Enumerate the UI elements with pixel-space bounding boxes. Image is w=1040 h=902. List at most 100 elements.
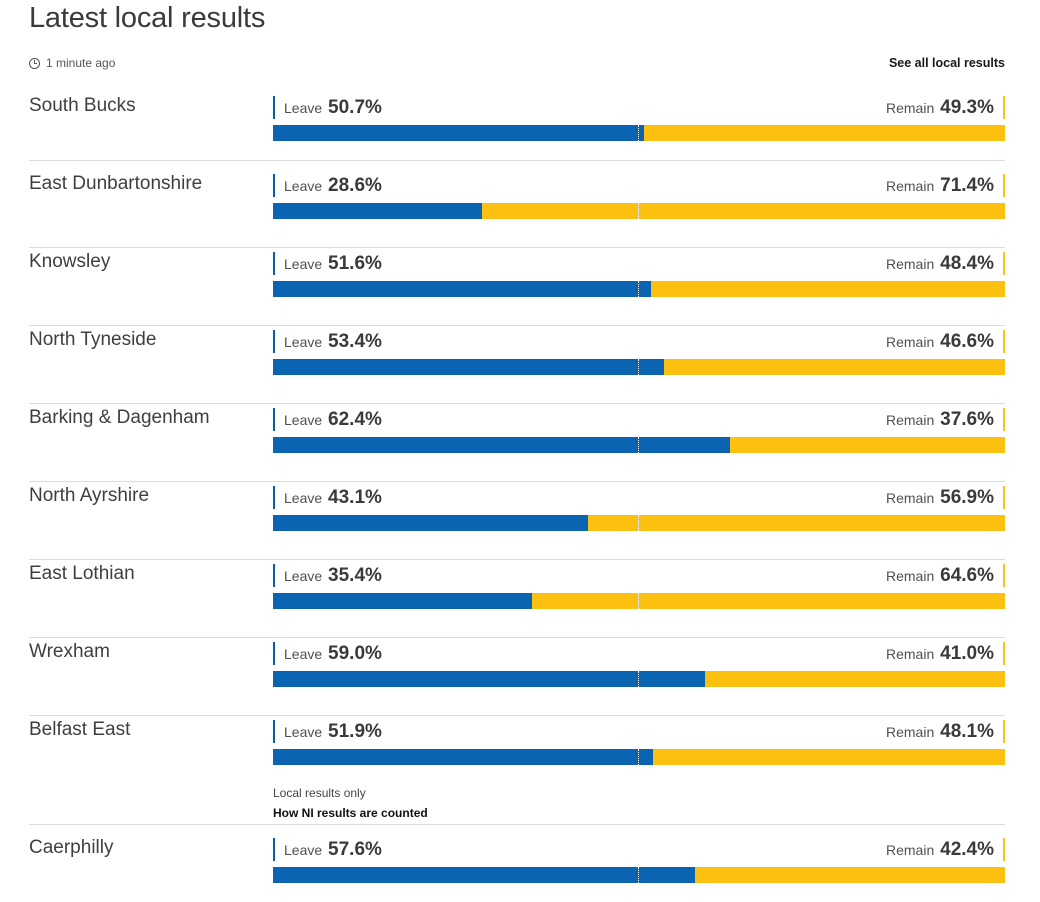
result-bar	[273, 515, 1005, 531]
remain-percentage: 42.4%	[940, 839, 994, 860]
leave-percentage: 35.4%	[328, 565, 382, 586]
result-bar	[273, 671, 1005, 687]
area-name: South Bucks	[29, 95, 136, 116]
leave-percentage: 51.9%	[328, 721, 382, 742]
last-updated: 1 minute ago	[29, 56, 115, 70]
leave-bar	[273, 437, 730, 453]
result-row: North Tyneside Leave 53.4% Remain 46.6%	[29, 326, 1005, 404]
result-bar	[273, 125, 1005, 141]
remain-percentage: 37.6%	[940, 409, 994, 430]
leave-bar	[273, 359, 664, 375]
remain-label-text: Remain	[885, 178, 935, 194]
remain-label: Remain 48.1%	[886, 720, 1005, 743]
area-name: Wrexham	[29, 641, 110, 662]
result-bar	[273, 281, 1005, 297]
remain-percentage: 71.4%	[940, 175, 994, 196]
remain-label: Remain 71.4%	[886, 174, 1005, 197]
leave-percentage: 51.6%	[328, 253, 382, 274]
leave-label: Leave 35.4%	[273, 564, 382, 587]
result-bar	[273, 437, 1005, 453]
remain-label: Remain 46.6%	[886, 330, 1005, 353]
remain-label-text: Remain	[885, 724, 935, 740]
remain-label-text: Remain	[885, 100, 935, 116]
result-row: Barking & Dagenham Leave 62.4% Remain 37…	[29, 404, 1005, 482]
leave-bar	[273, 203, 482, 219]
midpoint-marker	[638, 281, 639, 297]
area-name: North Ayrshire	[29, 485, 150, 506]
result-row: Wrexham Leave 59.0% Remain 41.0%	[29, 638, 1005, 716]
area-name: Barking & Dagenham	[29, 407, 210, 428]
leave-label: Leave 43.1%	[273, 486, 382, 509]
result-row: East Dunbartonshire Leave 28.6% Remain 7…	[29, 170, 1005, 248]
leave-label-text: Leave	[284, 256, 323, 272]
area-name: North Tyneside	[29, 329, 157, 350]
leave-label-text: Leave	[284, 100, 323, 116]
result-row: Belfast East Leave 51.9% Remain 48.1% Lo…	[29, 716, 1005, 825]
see-all-results-link[interactable]: See all local results	[888, 56, 1005, 70]
result-bar	[273, 749, 1005, 765]
leave-label: Leave 28.6%	[273, 174, 382, 197]
area-name: East Lothian	[29, 563, 135, 584]
local-results-note: Local results only	[273, 786, 366, 800]
leave-percentage: 59.0%	[328, 643, 382, 664]
midpoint-marker	[638, 359, 639, 375]
midpoint-marker	[638, 437, 639, 453]
leave-label: Leave 59.0%	[273, 642, 382, 665]
leave-label: Leave 51.6%	[273, 252, 382, 275]
result-bar	[273, 203, 1005, 219]
leave-bar	[273, 593, 532, 609]
result-bar	[273, 867, 1005, 883]
leave-label-text: Leave	[284, 334, 323, 350]
leave-percentage: 62.4%	[328, 409, 382, 430]
remain-label-text: Remain	[885, 256, 935, 272]
leave-percentage: 57.6%	[328, 839, 382, 860]
area-name: Knowsley	[29, 251, 111, 272]
midpoint-marker	[638, 671, 639, 687]
leave-label: Leave 51.9%	[273, 720, 382, 743]
remain-label: Remain 49.3%	[886, 96, 1005, 119]
remain-label-text: Remain	[885, 646, 935, 662]
leave-label-text: Leave	[284, 568, 323, 584]
remain-label: Remain 48.4%	[886, 252, 1005, 275]
leave-label: Leave 53.4%	[273, 330, 382, 353]
leave-bar	[273, 515, 588, 531]
result-row: East Lothian Leave 35.4% Remain 64.6%	[29, 560, 1005, 638]
midpoint-marker	[638, 125, 639, 141]
remain-label-text: Remain	[885, 412, 935, 428]
result-bar	[273, 593, 1005, 609]
leave-percentage: 53.4%	[328, 331, 382, 352]
leave-percentage: 43.1%	[328, 487, 382, 508]
remain-percentage: 41.0%	[940, 643, 994, 664]
remain-label: Remain 37.6%	[886, 408, 1005, 431]
leave-label-text: Leave	[284, 646, 323, 662]
leave-bar	[273, 867, 695, 883]
remain-label-text: Remain	[885, 842, 935, 858]
ni-results-link[interactable]: How NI results are counted	[273, 806, 428, 820]
leave-label-text: Leave	[284, 842, 323, 858]
leave-label-text: Leave	[284, 724, 323, 740]
remain-percentage: 46.6%	[940, 331, 994, 352]
result-row: North Ayrshire Leave 43.1% Remain 56.9%	[29, 482, 1005, 560]
leave-label-text: Leave	[284, 412, 323, 428]
remain-percentage: 48.1%	[940, 721, 994, 742]
results-meta: 1 minute ago See all local results	[29, 56, 1005, 74]
midpoint-marker	[638, 593, 639, 609]
result-row: South Bucks Leave 50.7% Remain 49.3%	[29, 92, 1005, 161]
area-name: Belfast East	[29, 719, 131, 740]
remain-label-text: Remain	[885, 334, 935, 350]
midpoint-marker	[638, 749, 639, 765]
area-name: Caerphilly	[29, 837, 114, 858]
midpoint-marker	[638, 867, 639, 883]
result-row: Knowsley Leave 51.6% Remain 48.4%	[29, 248, 1005, 326]
remain-label: Remain 42.4%	[886, 838, 1005, 861]
leave-bar	[273, 125, 644, 141]
leave-label: Leave 62.4%	[273, 408, 382, 431]
leave-bar	[273, 671, 705, 687]
leave-label: Leave 50.7%	[273, 96, 382, 119]
remain-label: Remain 64.6%	[886, 564, 1005, 587]
leave-bar	[273, 281, 651, 297]
remain-label-text: Remain	[885, 568, 935, 584]
leave-label-text: Leave	[284, 178, 323, 194]
midpoint-marker	[638, 203, 639, 219]
leave-bar	[273, 749, 653, 765]
